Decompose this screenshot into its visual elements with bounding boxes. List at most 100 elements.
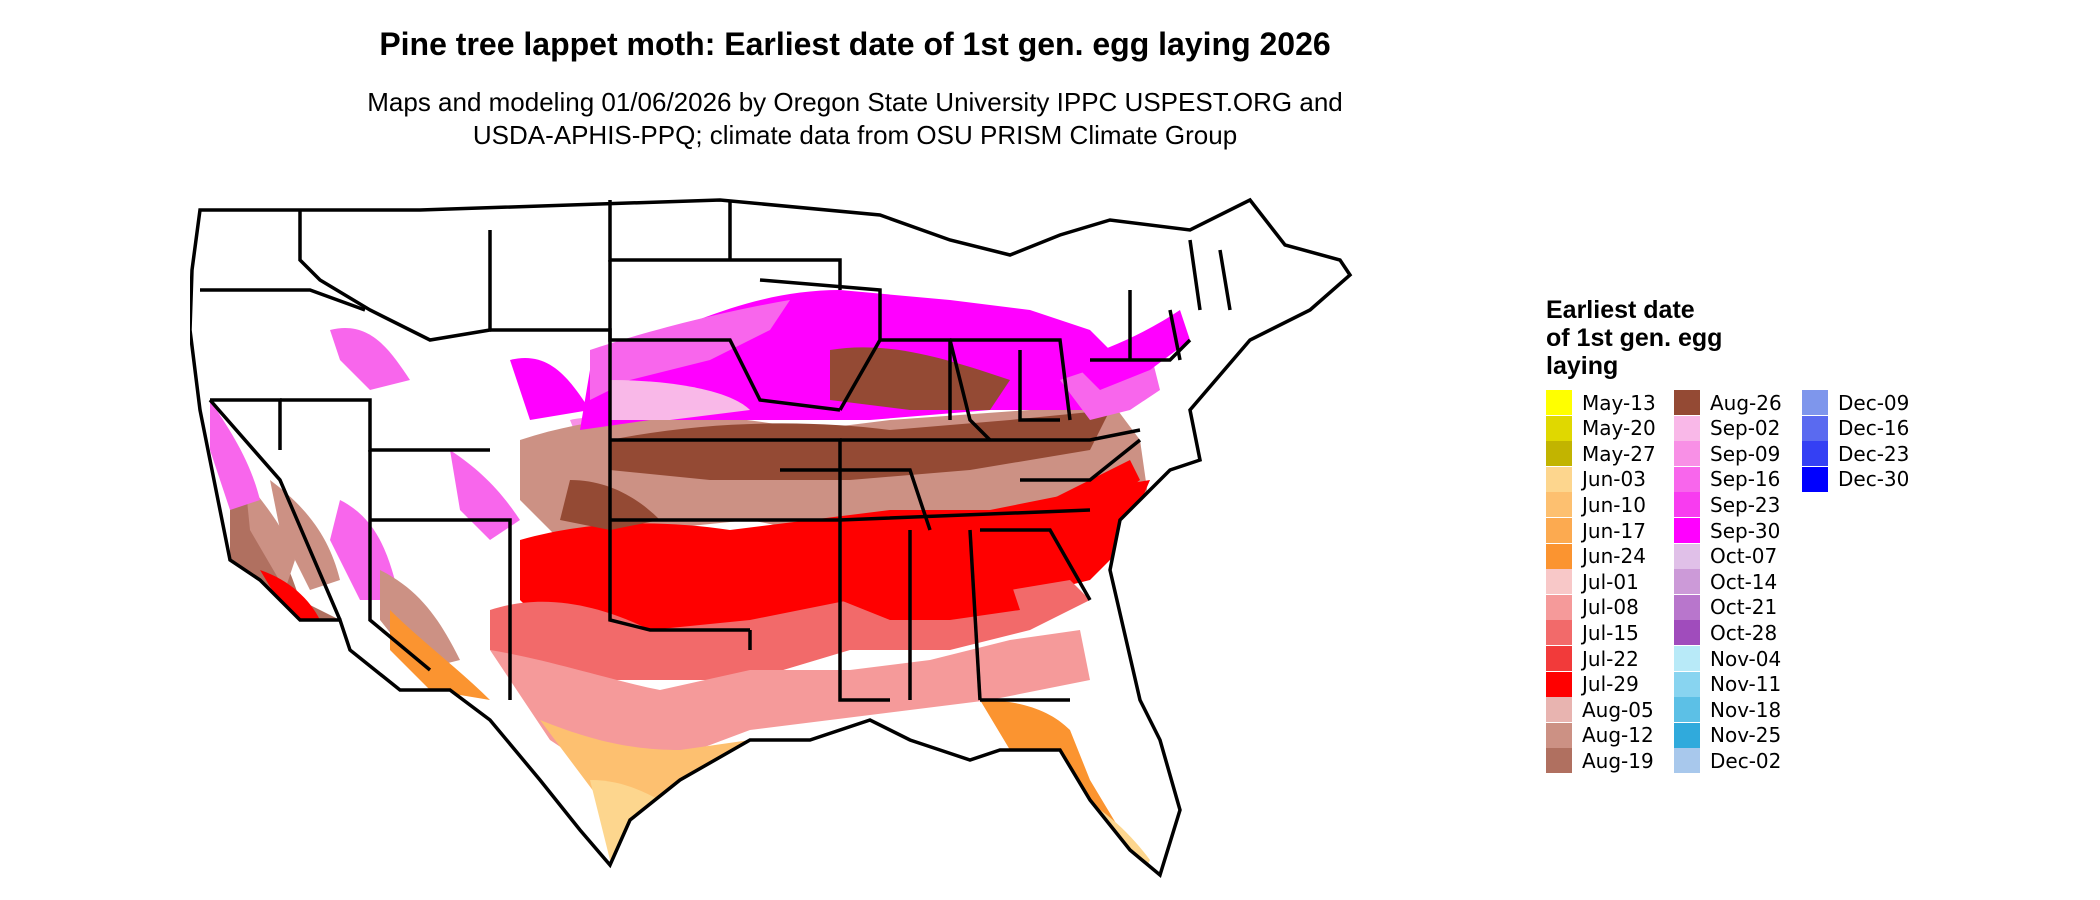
legend-item: May-20 xyxy=(1546,415,1656,441)
legend-label: Jun-03 xyxy=(1582,467,1646,492)
map-subtitle: Maps and modeling 01/06/2026 by Oregon S… xyxy=(0,86,1710,152)
legend-item: Sep-16 xyxy=(1674,466,1781,492)
subtitle-line-2: USDA-APHIS-PPQ; climate data from OSU PR… xyxy=(472,120,1238,150)
legend-item: Dec-23 xyxy=(1802,441,1910,467)
legend-label: May-20 xyxy=(1582,416,1656,441)
legend-item: Aug-05 xyxy=(1546,697,1654,723)
legend-item: Sep-09 xyxy=(1674,441,1781,467)
legend-swatch xyxy=(1546,415,1572,441)
us-map xyxy=(190,197,1353,879)
legend-title-line-1: Earliest date xyxy=(1546,296,1695,324)
subtitle-line-1: Maps and modeling 01/06/2026 by Oregon S… xyxy=(367,87,1343,117)
legend-item: Jul-29 xyxy=(1546,671,1639,697)
legend-item: Jul-01 xyxy=(1546,569,1639,595)
legend-swatch xyxy=(1546,543,1572,569)
legend-swatch xyxy=(1674,492,1700,518)
legend-swatch xyxy=(1674,441,1700,467)
legend-swatch xyxy=(1674,415,1700,441)
legend-title-line-2: of 1st gen. egg xyxy=(1546,324,1723,352)
legend-label: Aug-26 xyxy=(1710,390,1782,415)
legend-label: Sep-16 xyxy=(1710,467,1781,492)
legend-swatch xyxy=(1546,748,1572,774)
legend-swatch xyxy=(1674,620,1700,646)
legend-swatch xyxy=(1546,441,1572,467)
legend-swatch xyxy=(1546,671,1572,697)
legend-label: Oct-28 xyxy=(1710,620,1778,645)
legend-title-line-3: laying xyxy=(1546,352,1619,380)
legend-swatch xyxy=(1546,390,1572,415)
legend-label: Jul-08 xyxy=(1582,595,1639,620)
legend-item: Jul-08 xyxy=(1546,594,1639,620)
legend-label: Dec-30 xyxy=(1838,467,1910,492)
legend-label: Aug-19 xyxy=(1582,748,1654,773)
legend-label: Dec-09 xyxy=(1838,390,1910,415)
legend-label: May-27 xyxy=(1582,441,1656,466)
legend-swatch xyxy=(1674,466,1700,492)
legend-item: Jun-17 xyxy=(1546,518,1646,543)
legend-label: Jun-17 xyxy=(1582,518,1646,543)
legend-label: Oct-14 xyxy=(1710,569,1778,594)
legend-item: Aug-26 xyxy=(1674,390,1782,415)
legend-swatch xyxy=(1674,518,1700,543)
legend-item: Dec-02 xyxy=(1674,748,1781,774)
legend-label: Oct-07 xyxy=(1710,544,1778,569)
legend-label: Nov-25 xyxy=(1710,723,1782,748)
legend-swatch xyxy=(1674,748,1700,774)
legend-swatch xyxy=(1546,646,1572,671)
legend-item: Sep-23 xyxy=(1674,492,1781,518)
legend-swatch xyxy=(1546,466,1572,492)
legend-item: Nov-04 xyxy=(1674,646,1781,671)
legend-item: Oct-21 xyxy=(1674,594,1777,620)
legend-label: Aug-05 xyxy=(1582,697,1654,722)
legend-label: Sep-30 xyxy=(1710,518,1781,543)
legend-label: Nov-11 xyxy=(1710,672,1782,697)
legend-item: Jun-03 xyxy=(1546,466,1646,492)
legend-item: Oct-07 xyxy=(1674,543,1778,569)
legend-item: Jul-15 xyxy=(1546,620,1639,646)
legend-item: Sep-02 xyxy=(1674,415,1781,441)
legend-title: Earliest date of 1st gen. egg laying xyxy=(1546,296,1776,380)
legend-swatch xyxy=(1674,697,1700,723)
legend-item: Jun-24 xyxy=(1546,543,1646,569)
legend-item: Aug-12 xyxy=(1546,722,1654,748)
legend-item: Oct-14 xyxy=(1674,569,1778,595)
legend-label: Jun-24 xyxy=(1582,544,1646,569)
legend-swatch xyxy=(1802,390,1828,415)
legend-swatch xyxy=(1546,594,1572,620)
legend-item: Nov-11 xyxy=(1674,671,1782,697)
legend-item: Dec-16 xyxy=(1802,415,1910,441)
legend-item: Oct-28 xyxy=(1674,620,1778,646)
legend-item: Aug-19 xyxy=(1546,748,1654,774)
legend-label: Jul-29 xyxy=(1582,672,1639,697)
legend-label: Jul-22 xyxy=(1582,646,1639,671)
legend-swatch xyxy=(1802,415,1828,441)
legend-swatch xyxy=(1674,671,1700,697)
legend-swatch xyxy=(1802,466,1828,492)
legend-label: Sep-23 xyxy=(1710,492,1781,517)
legend-item: Jun-10 xyxy=(1546,492,1646,518)
legend-item: Jul-22 xyxy=(1546,646,1639,671)
legend-label: Sep-09 xyxy=(1710,441,1781,466)
legend-label: Dec-16 xyxy=(1838,416,1910,441)
legend-label: Jul-15 xyxy=(1582,620,1639,645)
legend-label: Nov-04 xyxy=(1710,646,1782,671)
legend-item: Nov-18 xyxy=(1674,697,1782,723)
legend-swatch xyxy=(1674,390,1700,415)
legend-swatch xyxy=(1674,569,1700,595)
map-title: Pine tree lappet moth: Earliest date of … xyxy=(379,26,1331,62)
legend-item: Sep-30 xyxy=(1674,518,1780,543)
legend-label: Sep-02 xyxy=(1710,416,1781,441)
legend-swatch xyxy=(1674,543,1700,569)
legend-item: May-27 xyxy=(1546,441,1656,467)
legend-swatch xyxy=(1674,594,1700,620)
legend-item: Dec-30 xyxy=(1802,466,1910,492)
legend-label: Nov-18 xyxy=(1710,697,1782,722)
legend-label: Jul-01 xyxy=(1582,569,1639,594)
legend-item: Nov-25 xyxy=(1674,722,1782,748)
legend-swatch xyxy=(1674,646,1700,671)
legend-label: Dec-23 xyxy=(1838,441,1910,466)
legend-swatch xyxy=(1546,697,1572,723)
legend-item: Dec-09 xyxy=(1802,390,1909,415)
legend-swatch xyxy=(1546,492,1572,518)
legend-label: Jun-10 xyxy=(1582,492,1646,517)
